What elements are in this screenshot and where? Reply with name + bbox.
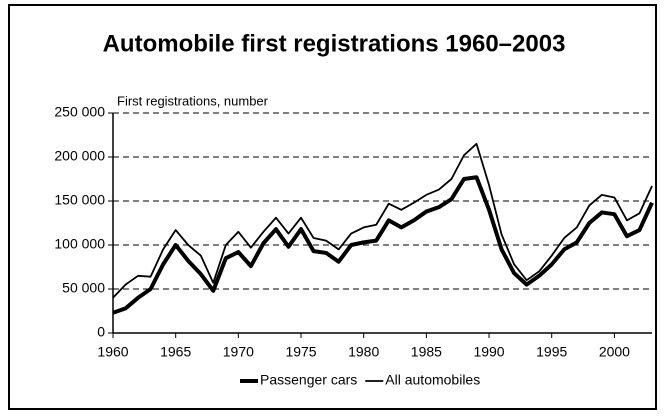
- x-tick-label: 2000: [599, 344, 630, 360]
- y-tick-label: 0: [97, 324, 105, 340]
- series-line: [112, 142, 653, 299]
- x-tick-label: 1970: [223, 344, 254, 360]
- frame: [8, 4, 657, 410]
- y-tick-label: 100 000: [54, 236, 105, 252]
- x-tick-label: 1975: [285, 344, 316, 360]
- series-line: [112, 175, 654, 315]
- y-tick-label: 200 000: [54, 148, 105, 164]
- x-tick-label: 1995: [536, 344, 567, 360]
- legend-label: Passenger cars: [260, 372, 357, 388]
- x-tick-label: 1985: [411, 344, 442, 360]
- x-tick-label: 1960: [97, 344, 128, 360]
- y-tick-label: 250 000: [54, 104, 105, 120]
- chart-title: Automobile first registrations 1960–2003: [103, 30, 566, 57]
- y-axis-label: First registrations, number: [117, 93, 269, 108]
- x-tick-label: 1965: [160, 344, 191, 360]
- x-tick-label: 1990: [473, 344, 504, 360]
- legend-label: All automobiles: [385, 372, 480, 388]
- y-tick-label: 150 000: [54, 192, 105, 208]
- y-tick-label: 50 000: [62, 280, 105, 296]
- x-tick-label: 1980: [348, 344, 379, 360]
